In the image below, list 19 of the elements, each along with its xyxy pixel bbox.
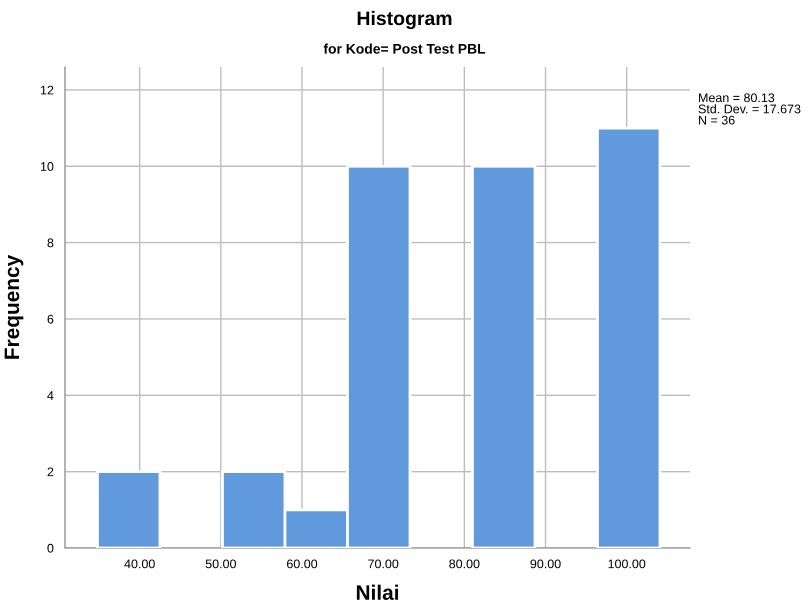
y-tick-label: 0	[47, 544, 54, 553]
y-tick-label: 4	[47, 391, 54, 400]
x-tick-label: 70.00	[368, 559, 398, 568]
x-tick-label: 100.00	[608, 559, 646, 568]
y-tick-label: 6	[48, 314, 54, 324]
chart-subtitle: for Kode= Post Test PBL	[324, 44, 486, 54]
x-tick-label: 50.00	[206, 559, 236, 568]
chart-title: Histogram	[358, 10, 452, 30]
x-tick-label: 40.00	[124, 559, 155, 568]
x-tick-label: 80.00	[449, 559, 480, 568]
text: Mean = 80.13 Std. Dev. = 17.673 N = 36	[698, 93, 800, 125]
y-axis-title: Frequency	[4, 254, 24, 359]
y-tick-label: 10	[40, 162, 54, 171]
x-axis-title: Nilai	[356, 584, 398, 600]
y-tick-label: 12	[40, 86, 54, 94]
y-tick-label: 8	[47, 238, 54, 248]
x-tick-label: 90.00	[530, 559, 561, 568]
x-tick-label: 60.00	[287, 559, 318, 568]
y-tick-label: 2	[48, 467, 54, 476]
